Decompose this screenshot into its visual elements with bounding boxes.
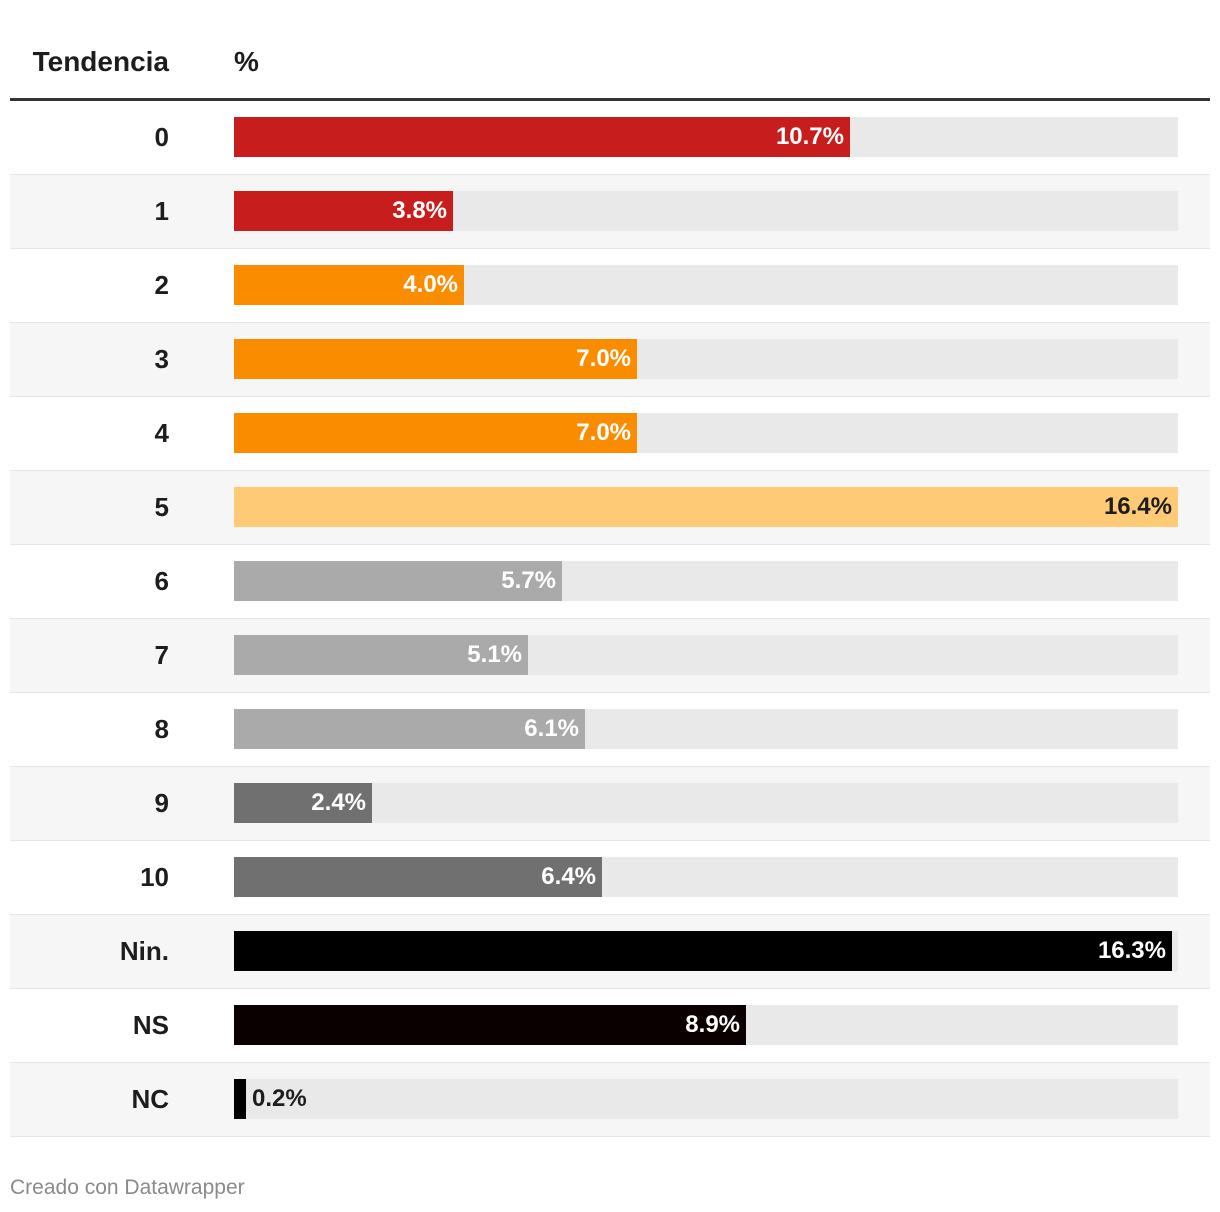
- value-label: 10.7%: [775, 123, 844, 150]
- category-label: NS: [132, 1010, 169, 1040]
- bar-row: 2 4.0%: [10, 249, 1210, 323]
- bar: [234, 931, 1172, 971]
- bar: [234, 635, 528, 675]
- bar: [234, 857, 602, 897]
- category-label: 2: [154, 270, 169, 300]
- chart-header: Tendencia %: [10, 0, 1210, 101]
- value-label: 6.4%: [541, 863, 596, 890]
- category-label: 6: [154, 566, 169, 596]
- bar-row: NS 8.9%: [10, 989, 1210, 1063]
- category-label: 5: [154, 492, 169, 522]
- category-label: 8: [154, 714, 169, 744]
- bar: [234, 487, 1178, 527]
- category-label: 3: [154, 344, 169, 374]
- bar-row: 4 7.0%: [10, 397, 1210, 471]
- category-label: 9: [154, 788, 169, 818]
- bar: [234, 339, 637, 379]
- value-label: 5.7%: [501, 567, 556, 594]
- bar-track: 6.1%: [234, 709, 1178, 749]
- category-label: 7: [154, 640, 169, 670]
- value-label: 3.8%: [392, 197, 447, 224]
- value-label: 16.4%: [1103, 493, 1172, 520]
- bar-row: 6 5.7%: [10, 545, 1210, 619]
- category-column-header: Tendencia: [32, 46, 169, 77]
- bar: [234, 1005, 746, 1045]
- bar-track: 7.0%: [234, 413, 1178, 453]
- bar-track: 0.2%: [234, 1079, 1178, 1119]
- bar-row: 0 10.7%: [10, 101, 1210, 175]
- bar-track: 3.8%: [234, 191, 1178, 231]
- category-label: Nin.: [119, 936, 169, 966]
- bar-row: NC 0.2%: [10, 1063, 1210, 1137]
- bar: [234, 1079, 246, 1119]
- bar: [234, 265, 464, 305]
- bar-track: 7.0%: [234, 339, 1178, 379]
- bar-track: 8.9%: [234, 1005, 1178, 1045]
- bar: [234, 783, 372, 823]
- bar: [234, 191, 453, 231]
- category-label: 4: [154, 418, 169, 448]
- bar: [234, 561, 562, 601]
- category-label: 10: [140, 862, 169, 892]
- bar-row: 8 6.1%: [10, 693, 1210, 767]
- bar-track: 16.3%: [234, 931, 1178, 971]
- category-label: NC: [131, 1084, 169, 1114]
- bar-row: 9 2.4%: [10, 767, 1210, 841]
- category-label: 0: [154, 122, 169, 152]
- bar-track: 4.0%: [234, 265, 1178, 305]
- value-label: 4.0%: [403, 271, 458, 298]
- value-label: 0.2%: [252, 1085, 307, 1112]
- value-label: 7.0%: [576, 419, 631, 446]
- value-label: 2.4%: [311, 789, 366, 816]
- bar-track: 10.7%: [234, 117, 1178, 157]
- credit-footer: Creado con Datawrapper: [10, 1176, 245, 1199]
- value-label: 7.0%: [576, 345, 631, 372]
- bar-row: 10 6.4%: [10, 841, 1210, 915]
- bar-track: 6.4%: [234, 857, 1178, 897]
- value-label: 16.3%: [1097, 937, 1166, 964]
- value-label: 5.1%: [467, 641, 522, 668]
- bar-track: 5.1%: [234, 635, 1178, 675]
- bar-row: 7 5.1%: [10, 619, 1210, 693]
- value-label: 6.1%: [524, 715, 579, 742]
- value-label: 8.9%: [685, 1011, 740, 1038]
- bar-row: 3 7.0%: [10, 323, 1210, 397]
- bar-track: 2.4%: [234, 783, 1178, 823]
- bar: [234, 413, 637, 453]
- bar-track: 5.7%: [234, 561, 1178, 601]
- bar-rows: 0 10.7% 1 3.8% 2 4.0% 3 7.0% 4 7.0% 5 16.4% 6 5.7% 7 5.…: [10, 101, 1210, 1137]
- bar: [234, 117, 850, 157]
- bar-row: 5 16.4%: [10, 471, 1210, 545]
- header-divider: [10, 98, 1210, 101]
- bar-chart: Tendencia % 0 10.7% 1 3.8% 2 4.0% 3 7.0% 4 7.0% 5 1…: [10, 0, 1210, 1137]
- bar-row: Nin. 16.3%: [10, 915, 1210, 989]
- value-column-header: %: [234, 46, 259, 77]
- category-label: 1: [154, 196, 169, 226]
- bar-row: 1 3.8%: [10, 175, 1210, 249]
- bar: [234, 709, 585, 749]
- bar-track: 16.4%: [234, 487, 1178, 527]
